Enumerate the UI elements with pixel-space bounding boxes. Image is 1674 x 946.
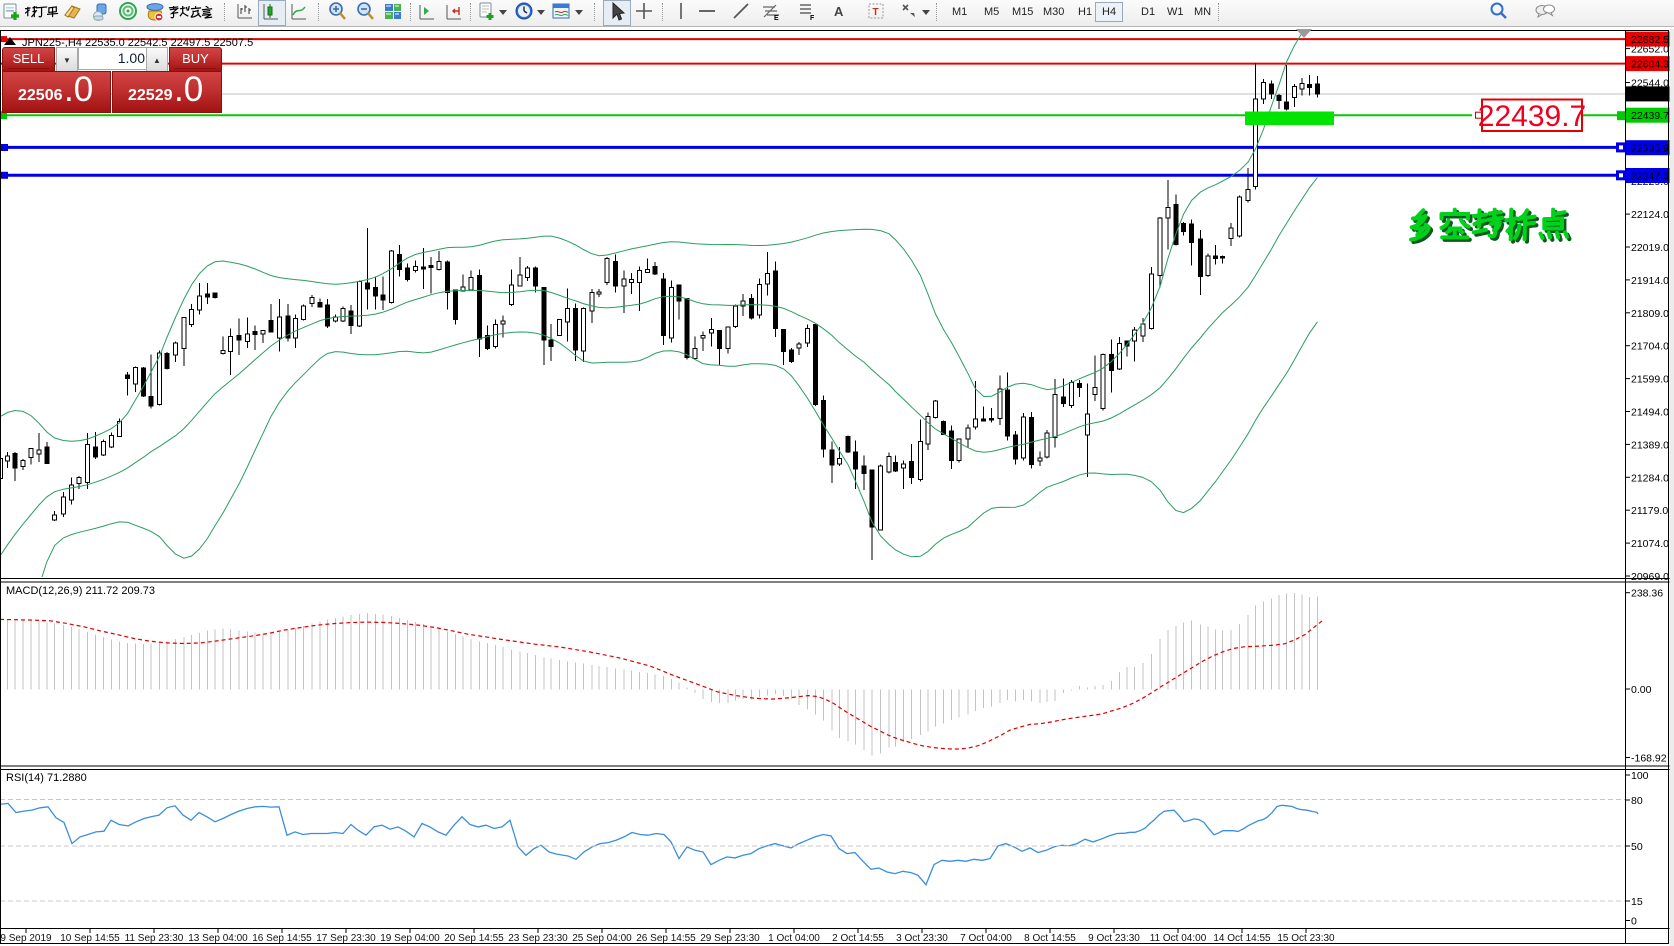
svg-text:1 Oct 04:00: 1 Oct 04:00 [768,933,820,944]
svg-text:10 Sep 14:55: 10 Sep 14:55 [60,933,120,944]
svg-text:19 Sep 04:00: 19 Sep 04:00 [380,933,440,944]
svg-text:22439.7: 22439.7 [1478,100,1586,133]
svg-text:22507.5: 22507.5 [1631,89,1669,101]
svg-text:21809.0: 21809.0 [1631,308,1669,320]
svg-text:15 Oct 23:30: 15 Oct 23:30 [1277,933,1335,944]
svg-text:22124.0: 22124.0 [1631,209,1669,221]
svg-text:21494.0: 21494.0 [1631,407,1669,419]
svg-text:238.36: 238.36 [1631,588,1663,600]
svg-text:21914.0: 21914.0 [1631,275,1669,287]
svg-text:21179.0: 21179.0 [1631,505,1668,517]
svg-text:21074.0: 21074.0 [1631,538,1669,550]
svg-text:21389.0: 21389.0 [1631,439,1669,451]
svg-text:13 Sep 04:00: 13 Sep 04:00 [188,933,248,944]
svg-text:11 Sep 23:30: 11 Sep 23:30 [125,933,184,944]
svg-text:MACD(12,26,9) 211.72 209.73: MACD(12,26,9) 211.72 209.73 [6,585,155,597]
svg-text:21704.0: 21704.0 [1631,341,1669,353]
svg-text:15: 15 [1631,896,1643,908]
svg-text:RSI(14) 71.2880: RSI(14) 71.2880 [6,772,87,784]
svg-text:-168.92: -168.92 [1631,753,1667,765]
svg-text:F: F [810,15,815,22]
svg-text:22682.5: 22682.5 [1631,34,1669,46]
svg-text:100: 100 [1631,770,1649,782]
svg-text:T: T [873,7,879,18]
svg-text:22247.3: 22247.3 [1631,171,1669,183]
svg-text:23 Sep 23:30: 23 Sep 23:30 [508,933,568,944]
svg-text:3 Oct 23:30: 3 Oct 23:30 [896,933,948,944]
svg-text:11 Oct 04:00: 11 Oct 04:00 [1150,933,1207,944]
svg-text:25 Sep 04:00: 25 Sep 04:00 [572,933,632,944]
svg-text:20 Sep 14:55: 20 Sep 14:55 [444,933,504,944]
svg-text:7 Oct 04:00: 7 Oct 04:00 [960,933,1012,944]
svg-text:80: 80 [1631,795,1643,807]
svg-text:0: 0 [1631,916,1637,928]
svg-text:22335.9: 22335.9 [1631,143,1669,155]
svg-text:21599.0: 21599.0 [1631,374,1669,386]
svg-text:20969.0: 20969.0 [1631,571,1669,583]
svg-text:22604.3: 22604.3 [1631,59,1669,71]
svg-text:14 Oct 14:55: 14 Oct 14:55 [1213,933,1271,944]
svg-text:2 Oct 14:55: 2 Oct 14:55 [832,933,884,944]
svg-text:8 Oct 14:55: 8 Oct 14:55 [1024,933,1076,944]
svg-text:21284.0: 21284.0 [1631,472,1669,484]
svg-text:16 Sep 14:55: 16 Sep 14:55 [252,933,312,944]
svg-text:26 Sep 14:55: 26 Sep 14:55 [636,933,696,944]
svg-text:0.00: 0.00 [1631,684,1652,696]
svg-text:JPN225-,H4 22535.0 22542.5 22: JPN225-,H4 22535.0 22542.5 22497.5 22507… [22,37,253,49]
svg-text:17 Sep 23:30: 17 Sep 23:30 [316,933,376,944]
svg-text:29 Sep 23:30: 29 Sep 23:30 [700,933,760,944]
svg-text:22019.0: 22019.0 [1631,242,1669,254]
svg-text:9 Oct 23:30: 9 Oct 23:30 [1088,933,1140,944]
svg-text:E: E [774,15,779,22]
svg-text:50: 50 [1631,841,1643,853]
svg-text:22439.7: 22439.7 [1631,110,1669,122]
svg-text:9 Sep 2019: 9 Sep 2019 [0,933,52,944]
